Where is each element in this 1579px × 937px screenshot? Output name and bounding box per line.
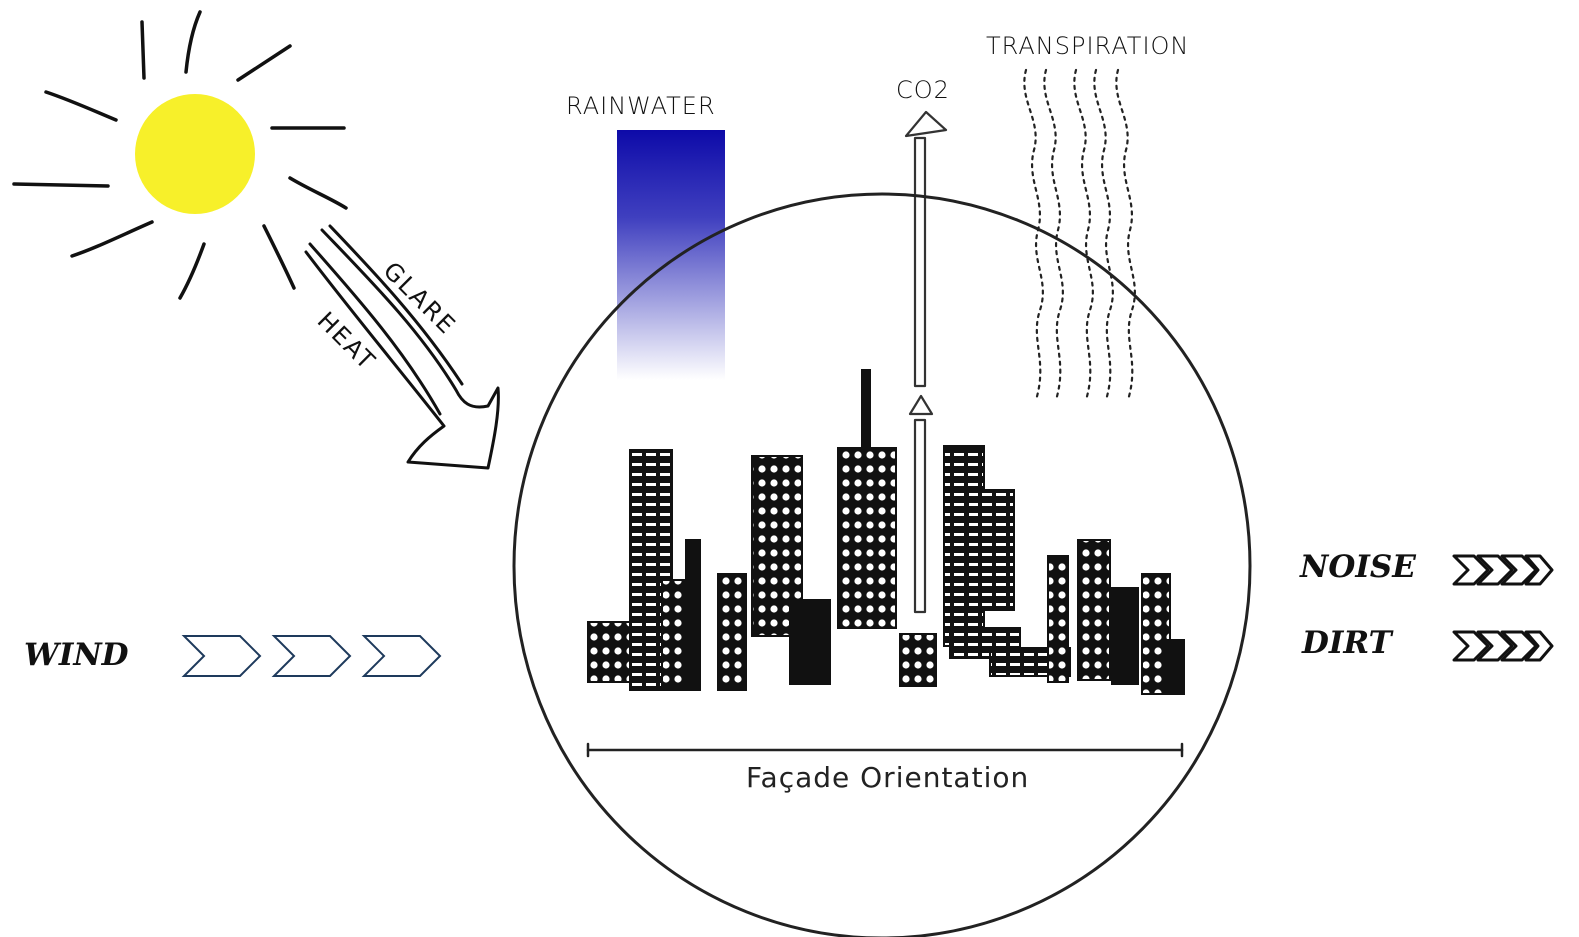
sun-icon bbox=[12, 10, 348, 300]
chevron-right-icon bbox=[1500, 630, 1538, 662]
facade-baseline bbox=[586, 742, 1184, 758]
dirt-chevrons bbox=[1452, 630, 1554, 662]
co2-arrow bbox=[904, 110, 948, 614]
facade-orientation-caption: Façade Orientation bbox=[746, 761, 1030, 794]
wind-label: WIND bbox=[24, 637, 129, 673]
noise-chevrons bbox=[1452, 554, 1554, 586]
chevron-right-icon bbox=[271, 635, 352, 677]
city-skyline-icon bbox=[587, 369, 1185, 695]
chevron-right-icon bbox=[1524, 554, 1554, 586]
site-circle bbox=[512, 192, 1252, 937]
wind-chevrons bbox=[181, 635, 442, 677]
chevron-right-icon bbox=[181, 635, 262, 677]
rainwater-bar bbox=[617, 130, 725, 380]
co2-label: CO2 bbox=[896, 76, 950, 104]
glare-heat-arrow bbox=[304, 224, 500, 470]
chevron-right-icon bbox=[1452, 554, 1490, 586]
transpiration-label: TRANSPIRATION bbox=[986, 32, 1190, 60]
chevron-right-icon bbox=[1476, 554, 1514, 586]
chevron-right-icon bbox=[1476, 630, 1514, 662]
chevron-right-icon bbox=[1452, 630, 1490, 662]
chevron-right-icon bbox=[1500, 554, 1538, 586]
chevron-right-icon bbox=[361, 635, 442, 677]
chevron-right-icon bbox=[1524, 630, 1554, 662]
transpiration-waves bbox=[1023, 68, 1136, 402]
rainwater-label: RAINWATER bbox=[566, 92, 716, 120]
dirt-label: DIRT bbox=[1302, 625, 1392, 661]
noise-label: NOISE bbox=[1300, 549, 1416, 585]
